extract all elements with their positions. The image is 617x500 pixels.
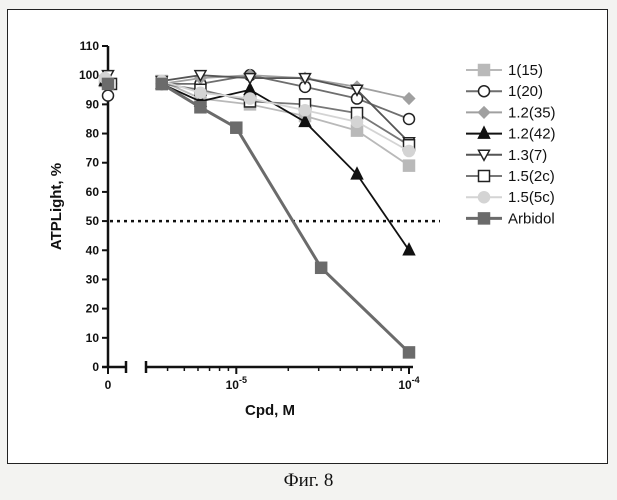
x-tick-label: 10-4	[398, 375, 419, 392]
series-arbidol-point	[156, 78, 167, 89]
legend-1-5-2c: 1.5(2c)	[466, 168, 555, 185]
y-tick-label: 70	[86, 156, 100, 170]
series-1-15-point	[404, 160, 415, 171]
y-axis-title: ATPLight, %	[48, 163, 65, 250]
legend-1-5-2c-marker	[479, 171, 490, 182]
series-1-5-5c-point	[404, 146, 415, 157]
x-tick-exponent: -4	[412, 375, 420, 385]
x-axis-title: Cpd, M	[245, 402, 295, 419]
figure-caption: Фиг. 8	[0, 470, 617, 492]
legend-1-5-5c-label: 1.5(5c)	[508, 189, 555, 206]
series-arbidol-point	[103, 78, 114, 89]
legend-1-5-2c-label: 1.5(2c)	[508, 168, 555, 185]
dose-response-chart: 0 10 20 30 40 50 60 70 80 90 100 110 0 10-5 10-4 Cpd, M…	[0, 0, 617, 470]
series-1-5-5c-point	[300, 105, 311, 116]
y-tick-label: 40	[86, 243, 100, 257]
series-arbidol-point	[231, 122, 242, 133]
y-tick-label: 10	[86, 331, 100, 345]
series-1-5-5c-point	[352, 116, 363, 127]
y-tick-label: 0	[92, 360, 99, 374]
series-arbidol-point	[195, 102, 206, 113]
y-tick-label: 20	[86, 302, 100, 316]
legend-1-20-marker	[479, 86, 490, 97]
y-tick-label: 60	[86, 185, 100, 199]
legend-1-3-7: 1.3(7)	[466, 147, 547, 164]
legend-1-3-7-label: 1.3(7)	[508, 147, 547, 164]
legend-1-15-marker	[479, 65, 490, 76]
series-1-20-point	[404, 113, 415, 124]
legend-1-2-42: 1.2(42)	[466, 126, 556, 143]
series-1-3-7	[103, 71, 415, 148]
legend-1-2-35-marker	[479, 107, 490, 118]
legend-1-5-5c-marker	[479, 192, 490, 203]
legend-1-20-label: 1(20)	[508, 83, 543, 100]
y-tick-label: 50	[86, 214, 100, 228]
legend-arbidol-marker	[479, 213, 490, 224]
x-tick-label: 10-5	[226, 375, 247, 392]
y-tick-label: 100	[79, 68, 99, 82]
series-arbidol-line	[162, 84, 409, 353]
y-tick-label: 110	[80, 39, 100, 53]
series-1-2-35-point	[404, 93, 415, 104]
series-1-5-5c	[100, 73, 415, 157]
legend-1-2-35: 1.2(35)	[466, 104, 556, 121]
legend-1-15-label: 1(15)	[508, 62, 543, 79]
legend-1-2-35-label: 1.2(35)	[508, 104, 556, 121]
legend-1-2-42-label: 1.2(42)	[508, 126, 556, 143]
series-1-5-5c-point	[195, 87, 206, 98]
legend-1-5-5c: 1.5(5c)	[466, 189, 555, 206]
legend-1-15: 1(15)	[466, 62, 543, 79]
x-tick-exponent: -5	[239, 375, 247, 385]
series-1-2-35	[106, 70, 415, 104]
series-arbidol-point	[404, 347, 415, 358]
series-arbidol-point	[316, 262, 327, 273]
legend-arbidol: Arbidol	[466, 210, 555, 227]
series-1-20-point	[103, 90, 114, 101]
y-tick-label: 90	[86, 97, 100, 111]
y-tick-label: 80	[86, 127, 100, 141]
legend-1-20: 1(20)	[466, 83, 543, 100]
series-1-5-5c-point	[244, 93, 255, 104]
legend-arbidol-label: Arbidol	[508, 210, 555, 227]
y-tick-label: 30	[86, 272, 100, 286]
x-tick-label: 0	[105, 378, 112, 392]
